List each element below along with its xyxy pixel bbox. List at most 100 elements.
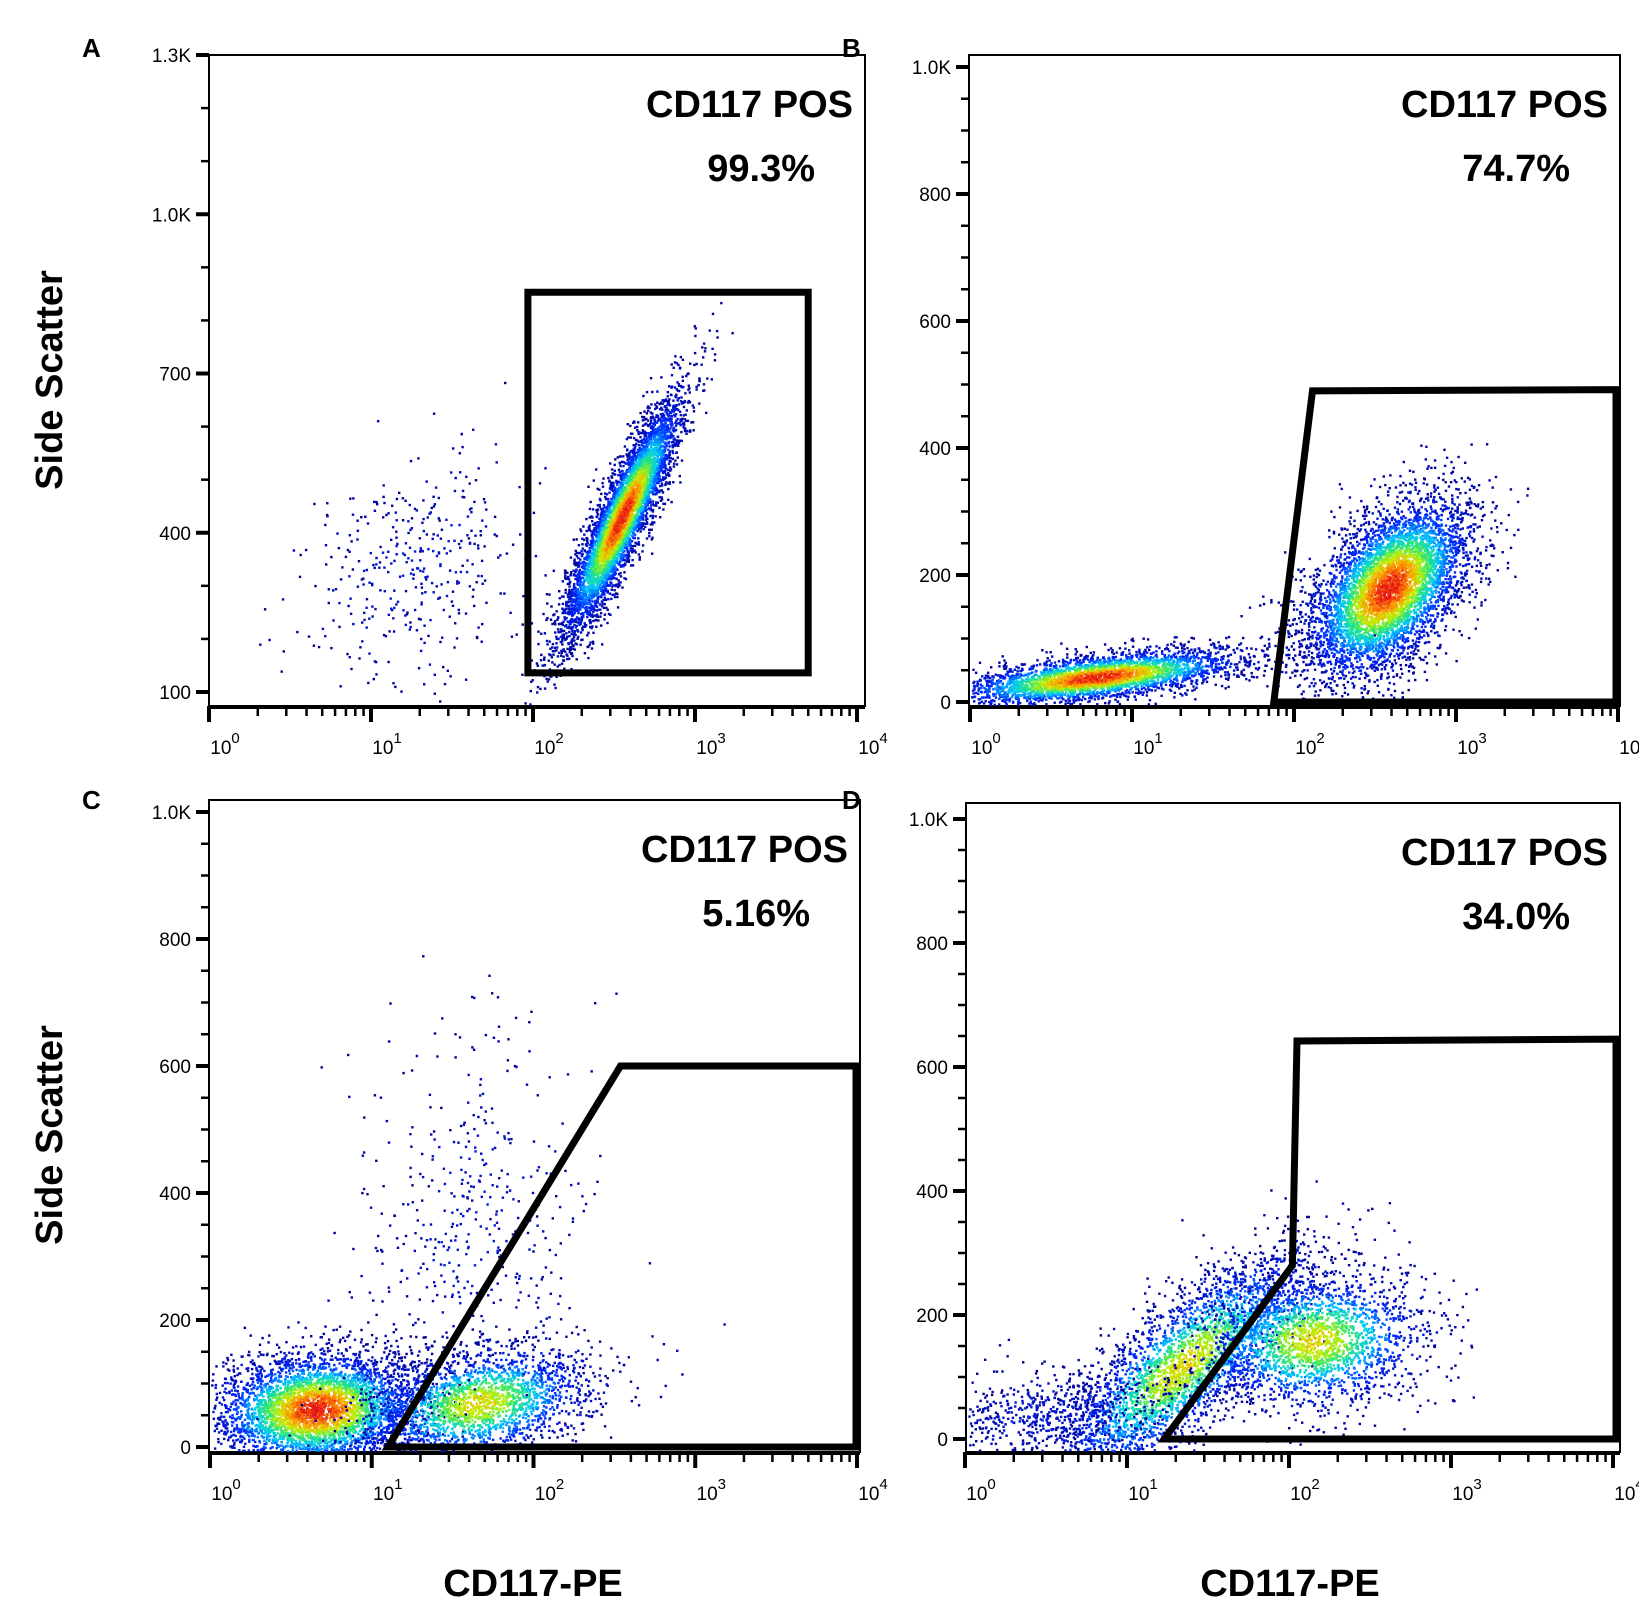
event-dot: [571, 630, 574, 633]
event-dot: [687, 401, 690, 404]
event-dot: [601, 529, 604, 532]
event-dot: [590, 595, 593, 598]
event-dot: [565, 632, 568, 635]
event-dot: [585, 572, 588, 575]
event-dot: [663, 502, 667, 506]
event-dot: [549, 647, 552, 650]
event-dot: [680, 396, 683, 399]
event-dot: [675, 463, 679, 466]
event-dot: [674, 428, 678, 432]
event-dot: [593, 541, 597, 545]
event-dot: [641, 550, 644, 553]
event-dot: [652, 436, 655, 439]
event-dot: [577, 635, 580, 639]
event-dot: [623, 540, 626, 543]
event-dot: [616, 558, 619, 561]
event-dot: [666, 391, 670, 394]
event-dot: [643, 418, 646, 421]
event-dot: [594, 599, 597, 602]
event-dot: [638, 431, 642, 434]
event-dot: [654, 476, 658, 479]
event-dot: [608, 487, 612, 490]
event-dot: [587, 569, 591, 572]
event-dot: [664, 483, 667, 486]
event-dot: [568, 622, 571, 625]
event-dot: [636, 519, 639, 522]
event-dot: [543, 656, 546, 659]
event-dot: [650, 445, 653, 449]
event-dot: [548, 653, 551, 656]
event-dot: [610, 515, 614, 518]
event-dot: [653, 504, 656, 507]
event-dot: [654, 451, 657, 454]
event-dot: [663, 471, 666, 474]
event-dot: [658, 402, 661, 406]
event-dot: [605, 581, 609, 584]
event-dot: [587, 612, 590, 615]
event-dot: [675, 404, 678, 407]
event-dot: [604, 535, 607, 538]
event-dot: [662, 463, 666, 466]
event-dot: [669, 466, 672, 469]
event-dot: [641, 451, 644, 455]
event-dot: [662, 502, 665, 505]
event-dot: [684, 392, 687, 395]
event-dot: [561, 580, 564, 583]
event-dot: [589, 580, 592, 584]
event-dot: [625, 472, 628, 475]
event-dot: [570, 597, 573, 601]
event-dot: [598, 488, 601, 491]
event-dot: [658, 470, 661, 474]
event-dot: [580, 529, 583, 533]
event-dot: [647, 458, 651, 462]
event-dot: [604, 526, 608, 529]
event-dot: [622, 461, 625, 464]
event-dot: [613, 496, 616, 499]
event-dot: [636, 475, 639, 478]
event-dot: [653, 447, 656, 450]
event-dot: [649, 416, 653, 419]
event-dot: [589, 566, 593, 570]
event-dot: [562, 595, 565, 598]
event-dot: [612, 572, 615, 575]
event-dot: [604, 569, 607, 572]
event-dot: [638, 461, 641, 464]
event-dot: [566, 626, 569, 629]
event-dot: [651, 454, 654, 457]
event-dot: [536, 685, 540, 689]
event-dot: [583, 572, 587, 576]
event-dot: [609, 502, 612, 506]
event-dot: [656, 460, 659, 464]
event-dot: [580, 562, 583, 565]
event-dot: [586, 562, 589, 566]
event-dot: [617, 541, 620, 544]
event-dot: [651, 514, 654, 517]
event-dot: [661, 444, 665, 448]
event-dot: [649, 411, 652, 414]
event-dot: [649, 459, 652, 462]
event-dot: [612, 576, 615, 579]
event-dot: [653, 473, 656, 476]
event-dot: [645, 445, 648, 449]
event-dot: [656, 501, 659, 504]
event-dot: [582, 625, 585, 628]
event-dot: [577, 544, 581, 547]
event-dot: [640, 444, 643, 447]
event-dot: [634, 426, 637, 429]
event-dot: [567, 591, 571, 594]
event-dot: [596, 613, 599, 616]
event-dot: [672, 426, 676, 430]
event-dot: [593, 565, 596, 568]
event-dot: [564, 637, 567, 640]
event-dot: [582, 581, 585, 584]
event-dot: [549, 618, 553, 621]
event-dot: [637, 541, 640, 544]
event-dot: [628, 468, 632, 471]
event-dot: [667, 448, 670, 451]
event-dot: [566, 654, 569, 658]
event-dot: [566, 612, 569, 615]
event-dot: [650, 449, 653, 453]
event-dot: [575, 658, 578, 661]
event-dot: [631, 497, 634, 500]
event-dot: [618, 519, 621, 522]
